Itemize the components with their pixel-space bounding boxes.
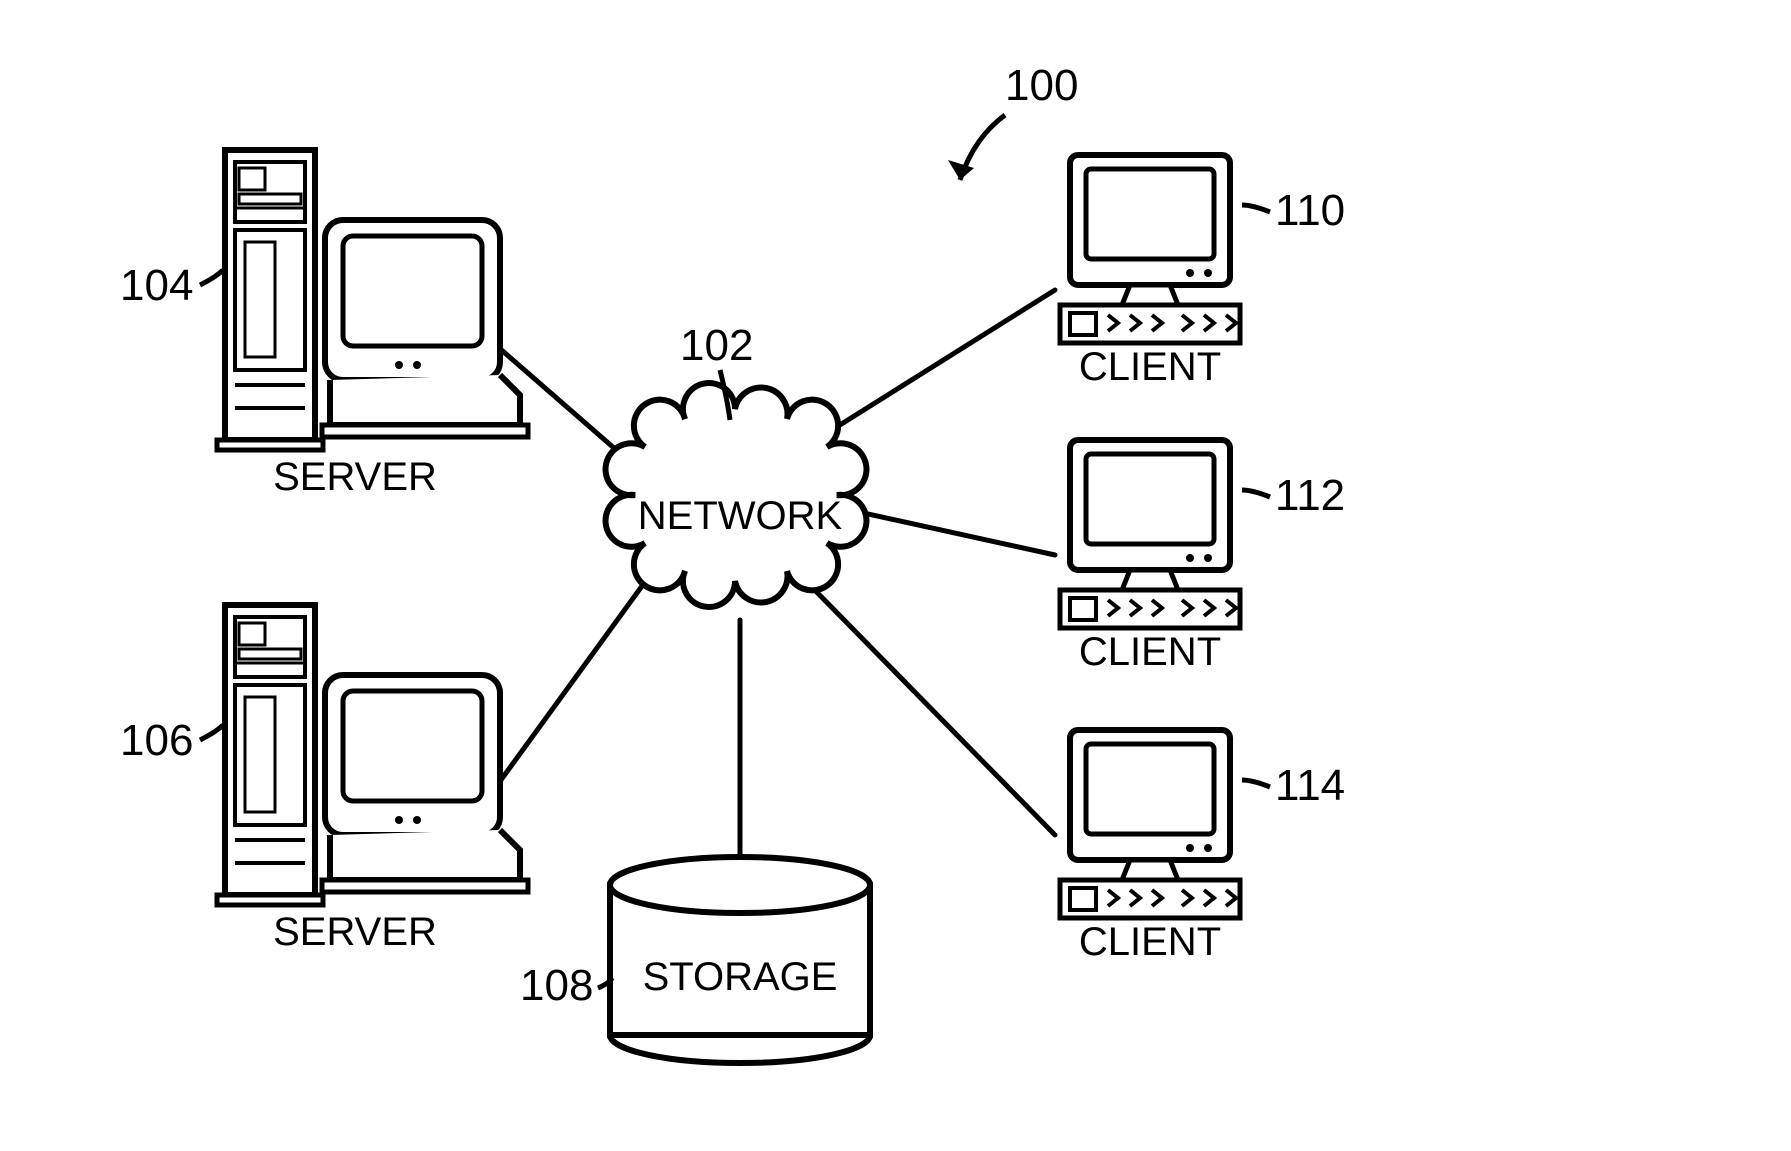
system-ref-number: 100 [1005,61,1078,110]
client3-ref-leader [1242,780,1270,787]
system-ref-arrowhead [948,160,974,180]
server1-node: SERVER [217,150,528,499]
network-ref-number: 102 [680,321,753,370]
client3-ref-number: 114 [1275,761,1345,810]
client2-ref: 112 [1242,471,1345,520]
client1-label: CLIENT [1079,345,1221,389]
network-diagram: NETWORK 100 102 STORAGE 108 [0,0,1791,1151]
storage-ref-number: 108 [520,961,593,1010]
edge-client2-network [850,510,1055,555]
server-monitor-icon [322,675,528,892]
system-ref: 100 [948,61,1078,180]
client1-ref-number: 110 [1275,186,1345,235]
storage-ref: 108 [520,961,612,1010]
server-tower-icon [217,150,323,450]
edge-server2-network [490,575,650,795]
client1-ref-leader [1242,205,1270,212]
server2-node: SERVER [217,605,528,954]
server2-label: SERVER [273,910,437,954]
client-computer-icon [1060,155,1240,343]
storage-label: STORAGE [643,955,838,999]
network-node: NETWORK [606,383,867,607]
server1-ref-number: 104 [120,261,193,310]
network-label: NETWORK [638,494,843,538]
client3-label: CLIENT [1079,920,1221,964]
client3-ref: 114 [1242,761,1345,810]
server1-label: SERVER [273,455,437,499]
client2-ref-number: 112 [1275,471,1345,520]
client-computer-icon [1060,440,1240,628]
server1-ref: 104 [120,261,223,310]
server1-ref-leader [200,270,223,285]
server-tower-icon [217,605,323,905]
server-monitor-icon [322,220,528,437]
storage-top [610,857,870,913]
server2-ref: 106 [120,716,223,765]
edge-client3-network [800,575,1055,835]
client2-ref-leader [1242,490,1270,497]
client-computer-icon [1060,730,1240,918]
server2-ref-leader [200,725,223,740]
storage-node: STORAGE [610,857,870,1063]
client3-node: CLIENT [1060,730,1240,964]
client1-node: CLIENT [1060,155,1240,389]
server2-ref-number: 106 [120,716,193,765]
client2-node: CLIENT [1060,440,1240,674]
client1-ref: 110 [1242,186,1345,235]
client2-label: CLIENT [1079,630,1221,674]
